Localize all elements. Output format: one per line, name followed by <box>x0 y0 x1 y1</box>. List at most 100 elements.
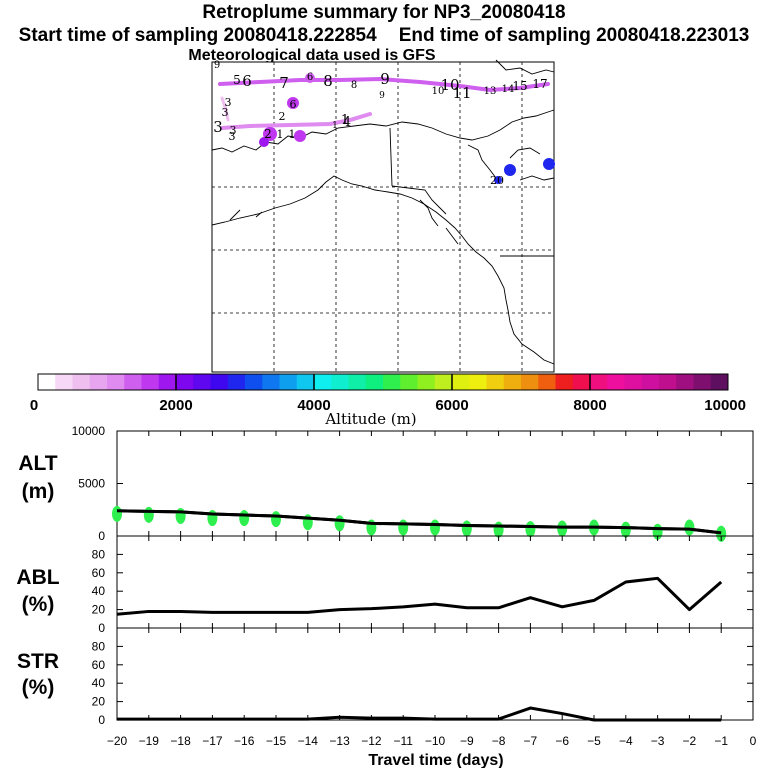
colorbar-cell <box>245 374 263 390</box>
plume-day-label: 10 <box>432 86 445 97</box>
y-tick-label: 80 <box>92 639 106 653</box>
colorbar-cell <box>710 374 729 390</box>
plume-markers <box>259 73 555 184</box>
plume-day-label: 6 <box>307 72 313 83</box>
colorbar-cell <box>417 374 436 390</box>
y-axis-label: ALT <box>18 452 57 475</box>
x-tick-label: −6 <box>555 734 569 748</box>
colorbar-cell <box>400 374 418 390</box>
colorbar-cell <box>89 374 108 390</box>
colorbar-tick-label: 10000 <box>704 397 746 414</box>
altitude-spread-mark <box>461 520 472 537</box>
colorbar-cell <box>158 374 177 390</box>
plume-day-label: 5 <box>233 73 241 87</box>
colorbar-cell <box>279 374 298 390</box>
colorbar-cell <box>365 374 384 390</box>
x-tick-label: −11 <box>393 734 413 748</box>
altitude-spread-mark <box>112 505 122 522</box>
colorbar-tick-label: 4000 <box>297 397 330 414</box>
y-axis-label: (%) <box>22 676 55 699</box>
y-tick-label: 0 <box>98 529 105 543</box>
colorbar-tick-label: 8000 <box>573 397 606 414</box>
x-tick-label: −9 <box>460 734 474 748</box>
altitude-spread-mark <box>493 521 504 538</box>
colorbar-cell <box>262 374 280 390</box>
y-tick-label: 0 <box>98 621 105 635</box>
x-tick-label: −4 <box>619 734 633 748</box>
colorbar-cell <box>141 374 160 390</box>
y-tick-label: 40 <box>92 584 106 598</box>
plume-day-label: 9 <box>214 60 220 71</box>
x-tick-label: −17 <box>202 734 223 748</box>
colorbar-cell <box>521 374 539 390</box>
colorbar-frame <box>37 373 729 391</box>
panel-alt: 10000 5000 0 ALT (m) <box>18 424 754 543</box>
panel-abl: 80 60 40 20 0 ABL (%) <box>16 535 754 635</box>
plume-blob <box>263 127 277 141</box>
plume-day-label: 17 <box>532 77 547 91</box>
alt-median-line <box>116 509 722 535</box>
y-tick-label: 20 <box>92 695 106 709</box>
altitude-spread-mark <box>239 510 250 527</box>
panel-frame <box>116 627 754 721</box>
colorbar-cell <box>693 374 712 390</box>
plume-day-label: 6 <box>290 98 297 111</box>
plume-day-label: 2 <box>279 110 286 123</box>
x-tick-label: −12 <box>361 734 382 748</box>
plume-blob <box>305 73 315 83</box>
plume-day-label: 1 <box>332 121 338 131</box>
y-tick-label: 20 <box>92 603 106 617</box>
y-axis-label: ABL <box>16 566 59 589</box>
colorbar-cells <box>38 374 729 390</box>
x-tick-label: −20 <box>107 734 128 748</box>
y-tick-label: 60 <box>92 658 106 672</box>
upper-plume-track <box>218 76 550 93</box>
colorbar-cell <box>296 374 315 390</box>
plume-day-label: 4 <box>343 115 351 130</box>
x-tick-label: −14 <box>298 734 319 748</box>
branch-track <box>220 96 230 122</box>
y-tick-label: 80 <box>92 547 106 561</box>
x-tick-label: −7 <box>524 734 538 748</box>
colorbar-cell <box>659 374 677 390</box>
x-tick-label: −2 <box>683 734 697 748</box>
colorbar-cell <box>486 374 505 390</box>
altitude-spread-mark <box>398 519 409 536</box>
plume-blob <box>259 137 269 147</box>
plume-day-label: 11 <box>452 84 471 102</box>
x-tick-label: −3 <box>651 734 665 748</box>
y-tick-label: 40 <box>92 676 106 690</box>
altitude-spread-mark <box>716 525 727 542</box>
altitude-spread-mark <box>430 519 440 536</box>
met-data-note: Meteorological data used is GFS <box>188 47 436 64</box>
colorbar-cell <box>38 374 56 390</box>
colorbar-cell <box>124 374 142 390</box>
colorbar-tick-label: 2000 <box>159 397 192 414</box>
colorbar-cell <box>434 374 453 390</box>
colorbar: 0 2000 4000 6000 8000 10000 Altitude (m) <box>30 373 746 428</box>
plume-blob <box>543 158 555 170</box>
colorbar-cell <box>469 374 487 390</box>
colorbar-cell <box>193 374 211 390</box>
colorbar-tick-label: 6000 <box>435 397 468 414</box>
altitude-spread-mark <box>143 506 154 523</box>
plume-blob <box>504 164 516 176</box>
x-tick-label: −8 <box>492 734 506 748</box>
plume-day-label: 15 <box>512 79 527 93</box>
y-tick-label: 0 <box>98 713 105 727</box>
plume-blob <box>494 176 502 184</box>
x-tick-label: −19 <box>139 734 160 748</box>
x-tick-label: −18 <box>170 734 191 748</box>
x-tick-label: −15 <box>266 734 287 748</box>
plume-day-label: 6 <box>242 72 252 90</box>
altitude-spread-mark <box>334 515 345 532</box>
colorbar-cell <box>590 374 608 390</box>
colorbar-cell <box>555 374 574 390</box>
colorbar-cell <box>383 374 401 390</box>
colorbar-cell <box>452 374 470 390</box>
plume-day-label: 3 <box>229 130 236 143</box>
start-time: Start time of sampling 20080418.222854 <box>18 25 377 46</box>
plume-day-label: 14 <box>502 84 515 95</box>
colorbar-cell <box>572 374 591 390</box>
